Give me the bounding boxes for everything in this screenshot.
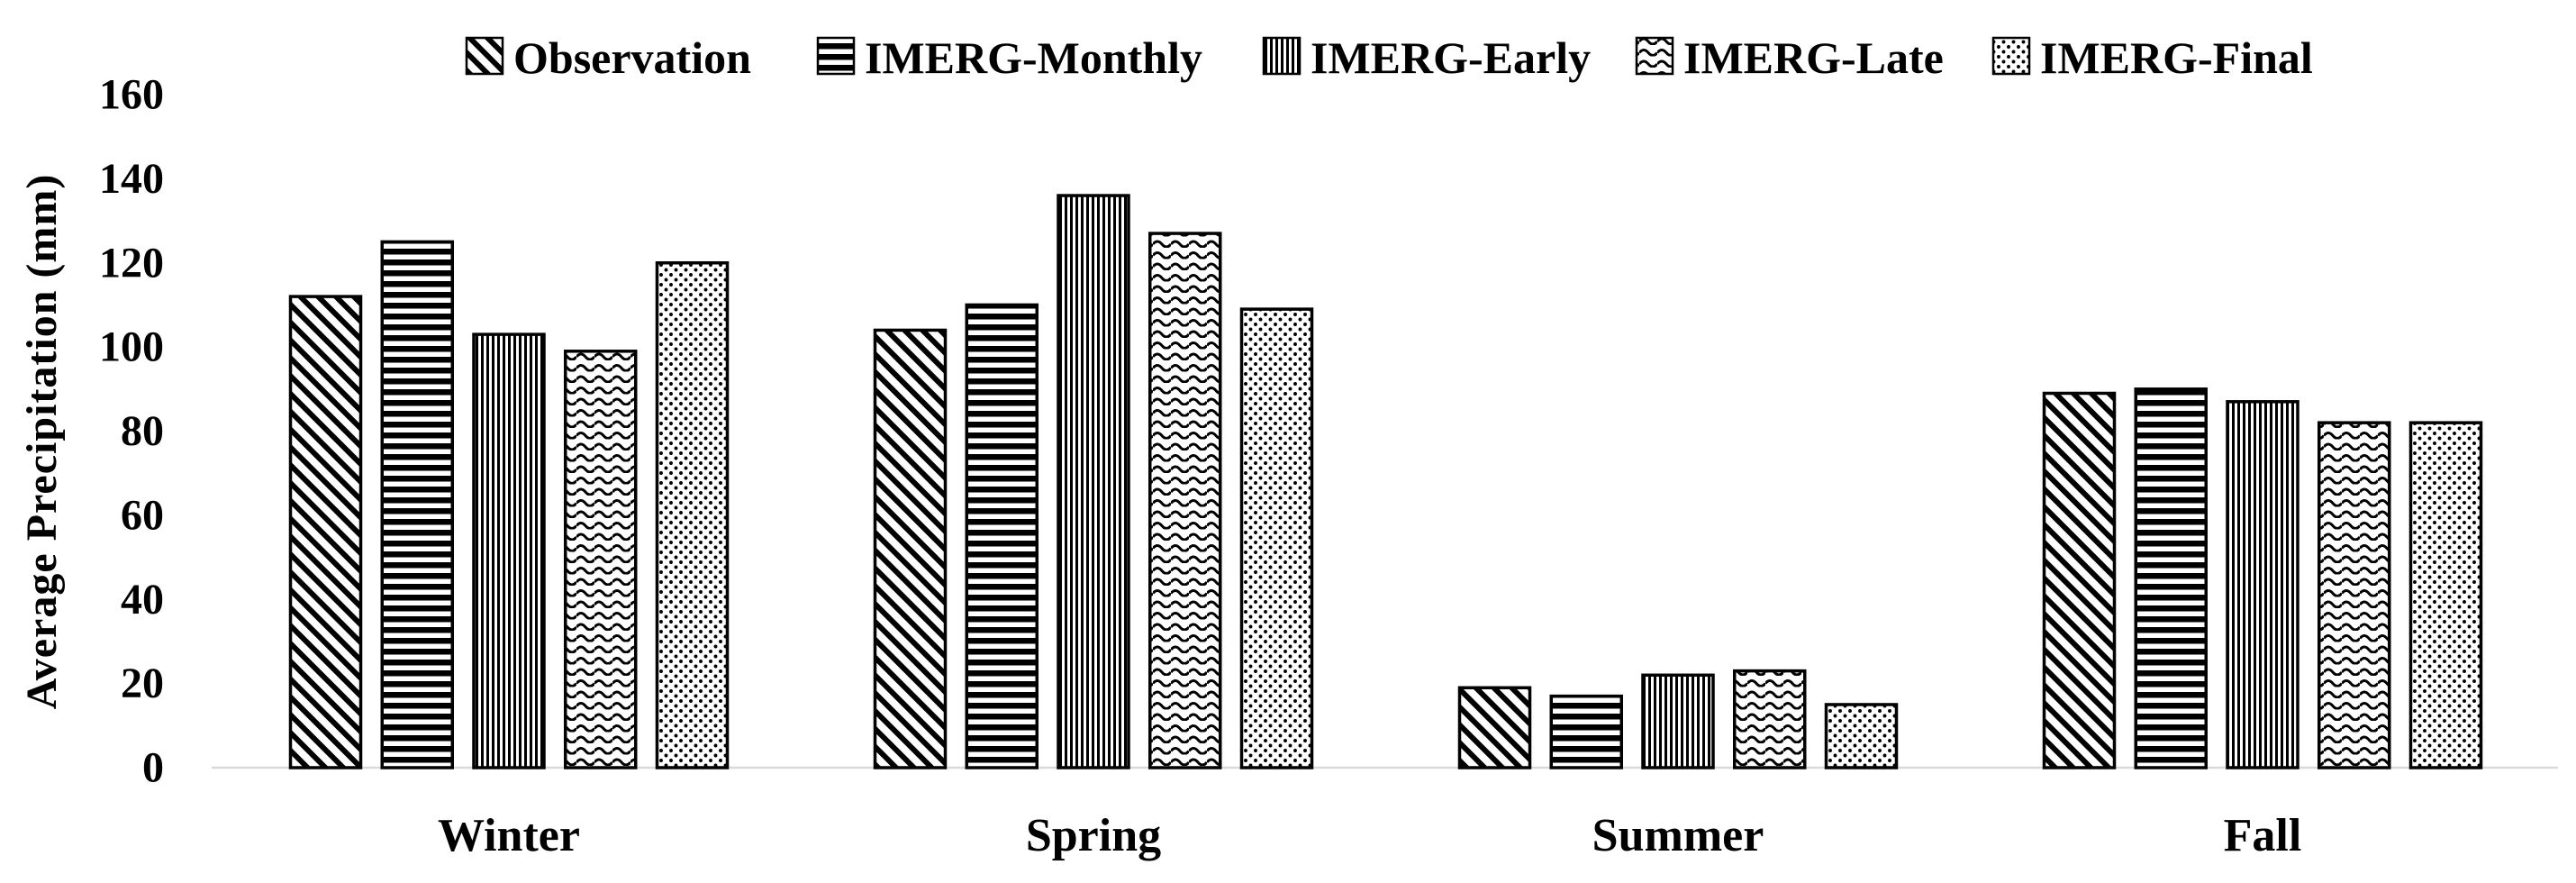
legend-label-observation: Observation xyxy=(513,32,751,83)
x-axis-category-labels: Winter Spring Summer Fall xyxy=(438,810,2301,861)
bar-fall-imerg-final xyxy=(2408,421,2483,769)
bar-summer-imerg-early xyxy=(1641,673,1715,769)
legend-label-imerg-monthly: IMERG-Monthly xyxy=(865,32,1202,83)
bar-summer-observation xyxy=(1457,686,1532,769)
bar-spring-imerg-final xyxy=(1239,307,1314,769)
y-tick-label-100: 100 xyxy=(99,323,164,371)
x-category-fall: Fall xyxy=(2224,810,2302,861)
legend: Observation IMERG-Monthly IMERG-Early IMERG… xyxy=(465,32,2313,83)
bar-winter-imerg-monthly xyxy=(380,240,454,769)
legend-label-imerg-late: IMERG-Late xyxy=(1683,32,1944,83)
legend-item-imerg-monthly: IMERG-Monthly xyxy=(816,32,1202,83)
x-category-summer: Summer xyxy=(1592,810,1764,861)
legend-item-imerg-late: IMERG-Late xyxy=(1635,32,1944,83)
y-tick-label-40: 40 xyxy=(121,576,164,624)
y-tick-label-20: 20 xyxy=(121,660,164,707)
legend-swatch-vertical-stripes-icon xyxy=(1262,36,1302,76)
bar-spring-imerg-early xyxy=(1057,194,1130,769)
y-tick-label-160: 160 xyxy=(99,71,164,119)
bar-winter-imerg-late xyxy=(564,350,638,769)
bar-fall-imerg-early xyxy=(2226,400,2299,769)
bar-spring-observation xyxy=(873,328,948,769)
y-tick-label-60: 60 xyxy=(121,491,164,539)
bar-winter-imerg-early xyxy=(472,332,546,769)
y-axis: 0 20 40 60 80 100 120 140 160 xyxy=(99,71,2558,792)
bar-fall-imerg-late xyxy=(2317,421,2391,769)
y-tick-label-0: 0 xyxy=(142,744,164,792)
legend-swatch-dots-icon xyxy=(1991,36,2031,76)
x-category-spring: Spring xyxy=(1026,810,1161,861)
y-axis-title: Average Precipitation (mm) xyxy=(18,174,66,710)
x-category-winter: Winter xyxy=(438,810,580,861)
bar-fall-imerg-monthly xyxy=(2134,387,2208,769)
bar-winter-observation xyxy=(288,295,363,769)
legend-swatch-zigzag-waves-icon xyxy=(1635,36,1674,76)
bar-fall-observation xyxy=(2042,391,2117,769)
bar-summer-imerg-final xyxy=(1824,703,1899,769)
bars xyxy=(288,194,2483,769)
bar-winter-imerg-final xyxy=(655,261,730,769)
legend-swatch-horizontal-stripes-icon xyxy=(816,36,856,76)
legend-item-imerg-final: IMERG-Final xyxy=(1991,32,2313,83)
bar-summer-imerg-late xyxy=(1733,669,1807,769)
bar-spring-imerg-monthly xyxy=(965,303,1039,769)
legend-item-imerg-early: IMERG-Early xyxy=(1262,32,1591,83)
bar-summer-imerg-monthly xyxy=(1549,694,1623,769)
y-tick-label-140: 140 xyxy=(99,155,164,203)
y-tick-label-120: 120 xyxy=(99,239,164,287)
bar-spring-imerg-late xyxy=(1148,232,1222,769)
legend-label-imerg-final: IMERG-Final xyxy=(2040,32,2313,83)
y-tick-label-80: 80 xyxy=(121,407,164,455)
legend-swatch-diagonal-stripes-icon xyxy=(465,36,504,76)
legend-item-observation: Observation xyxy=(465,32,751,83)
legend-label-imerg-early: IMERG-Early xyxy=(1311,32,1591,83)
